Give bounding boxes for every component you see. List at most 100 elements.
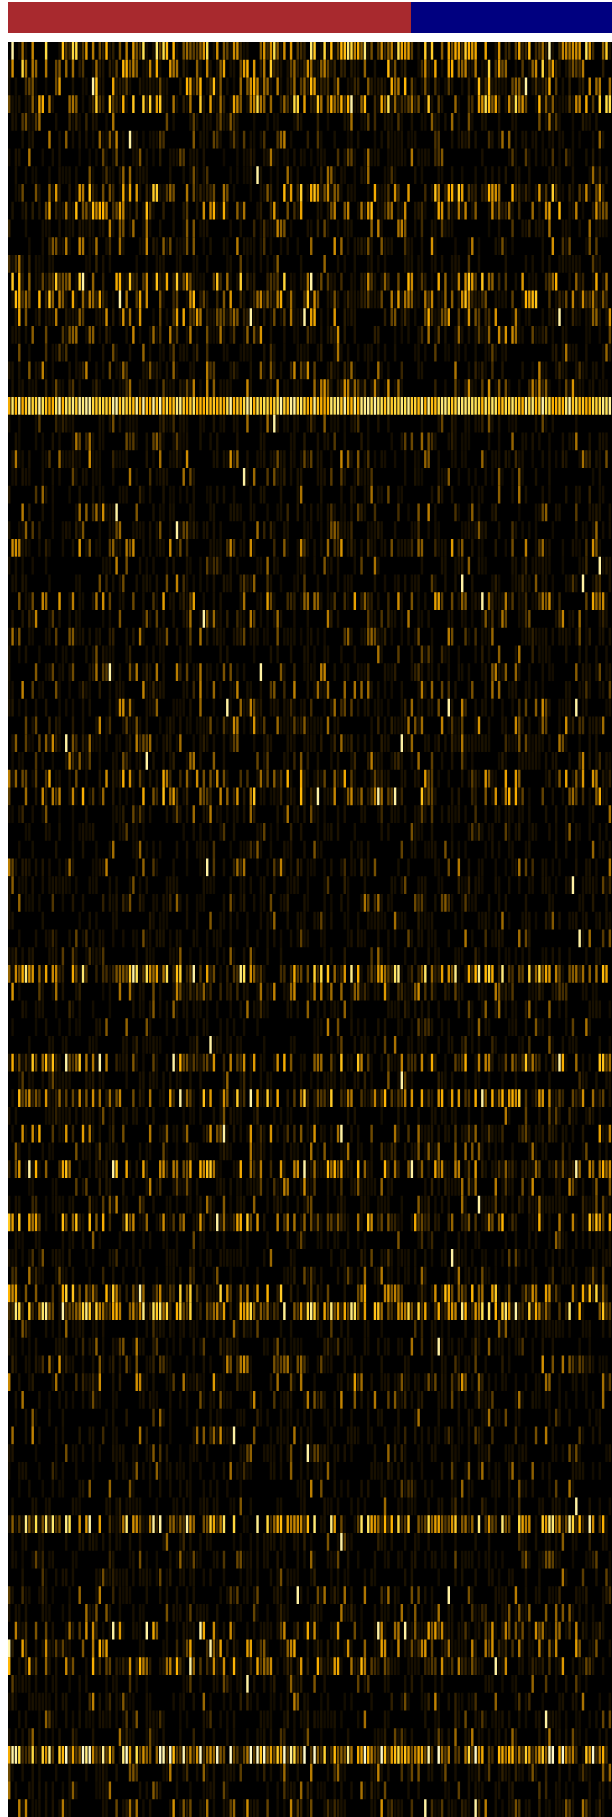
heatmap-cell <box>155 698 159 717</box>
heatmap-cell <box>367 911 370 930</box>
heatmap-cell <box>353 237 357 255</box>
heatmap-cell <box>142 734 145 752</box>
heatmap-cell <box>303 556 306 575</box>
heatmap-cell <box>212 627 216 646</box>
heatmap-cell <box>34 769 38 788</box>
heatmap-cell <box>259 894 263 912</box>
heatmap-cell <box>598 450 601 468</box>
heatmap-cell <box>48 716 51 735</box>
heatmap-cell <box>88 184 91 202</box>
heatmap-cell <box>531 876 534 894</box>
heatmap-cell <box>226 698 229 717</box>
heatmap-cell <box>61 539 65 557</box>
heatmap-cell <box>269 272 273 291</box>
heatmap-cell <box>397 539 400 557</box>
heatmap-cell <box>353 148 357 167</box>
heatmap-cell <box>242 539 246 557</box>
heatmap-cell <box>152 361 155 380</box>
heatmap-cell <box>528 681 531 699</box>
heatmap-cell <box>440 965 444 983</box>
heatmap-cell <box>400 698 404 717</box>
heatmap-cell <box>363 627 367 646</box>
heatmap-cell <box>561 237 565 255</box>
heatmap-cell <box>152 840 155 859</box>
heatmap-cell <box>289 450 293 468</box>
heatmap-cell <box>222 716 226 735</box>
heatmap-cell <box>205 485 209 504</box>
heatmap-cell <box>236 148 239 167</box>
heatmap-cell <box>370 343 373 362</box>
heatmap-cell <box>306 929 310 948</box>
heatmap-cell <box>383 539 387 557</box>
heatmap-cell <box>548 698 551 717</box>
heatmap-cell <box>457 255 461 273</box>
heatmap-cell <box>229 574 232 593</box>
heatmap-cell <box>377 42 380 60</box>
heatmap-cell <box>507 95 511 113</box>
heatmap-cell <box>182 681 185 699</box>
heatmap-cell <box>246 95 249 113</box>
heatmap-cell <box>450 432 454 451</box>
heatmap-cell <box>216 77 219 96</box>
heatmap-cell <box>189 166 192 184</box>
heatmap-cell <box>346 876 350 894</box>
heatmap-cell <box>320 521 323 539</box>
heatmap-cell <box>249 805 253 823</box>
heatmap-cell <box>21 379 24 397</box>
heatmap-cell <box>21 113 24 131</box>
heatmap-cell <box>28 894 31 912</box>
heatmap-cell <box>18 361 21 380</box>
heatmap-cell <box>544 539 548 557</box>
heatmap-cell <box>125 645 128 664</box>
heatmap-cell <box>159 627 162 646</box>
heatmap-cell <box>54 272 58 291</box>
heatmap-cell <box>209 965 212 983</box>
heatmap-cell <box>484 290 487 309</box>
heatmap-cell <box>343 379 346 397</box>
heatmap-cell <box>182 166 185 184</box>
heatmap-cell <box>504 95 508 113</box>
heatmap-cell <box>581 716 585 735</box>
heatmap-cell <box>155 42 159 60</box>
heatmap-cell <box>279 485 283 504</box>
heatmap-cell <box>561 130 565 149</box>
heatmap-cell <box>353 184 357 202</box>
heatmap-cell <box>34 858 38 877</box>
heatmap-cell <box>259 237 263 255</box>
heatmap-cell <box>538 539 541 557</box>
heatmap-cell <box>444 574 447 593</box>
heatmap-cell <box>293 450 296 468</box>
heatmap-cell <box>296 379 299 397</box>
heatmap-cell <box>323 787 326 806</box>
heatmap-cell <box>420 113 424 131</box>
heatmap-cell <box>420 929 424 948</box>
heatmap-cell <box>219 911 222 930</box>
heatmap-cell <box>440 166 444 184</box>
heatmap-cell <box>561 290 565 309</box>
heatmap-cell <box>68 113 71 131</box>
heatmap-cell <box>142 965 145 983</box>
heatmap-cell <box>588 823 591 841</box>
heatmap-cell <box>605 95 608 113</box>
heatmap-cell <box>487 95 491 113</box>
heatmap-cell <box>155 965 159 983</box>
heatmap-cell <box>497 166 501 184</box>
heatmap-cell <box>608 858 612 877</box>
heatmap-cell <box>353 326 357 344</box>
heatmap-cell <box>350 485 353 504</box>
heatmap-cell <box>420 965 424 983</box>
heatmap-cell <box>467 965 471 983</box>
heatmap-cell <box>393 752 397 770</box>
heatmap-cell <box>95 361 98 380</box>
heatmap-cell <box>263 184 266 202</box>
heatmap-cell <box>162 77 165 96</box>
heatmap-cell <box>279 290 283 309</box>
heatmap-cell <box>169 166 172 184</box>
heatmap-cell <box>138 752 142 770</box>
heatmap-cell <box>464 894 467 912</box>
heatmap-cell <box>212 539 216 557</box>
heatmap-cell <box>595 716 598 735</box>
heatmap-cell <box>65 414 68 433</box>
heatmap-cell <box>199 947 202 965</box>
heatmap-cell <box>175 876 179 894</box>
